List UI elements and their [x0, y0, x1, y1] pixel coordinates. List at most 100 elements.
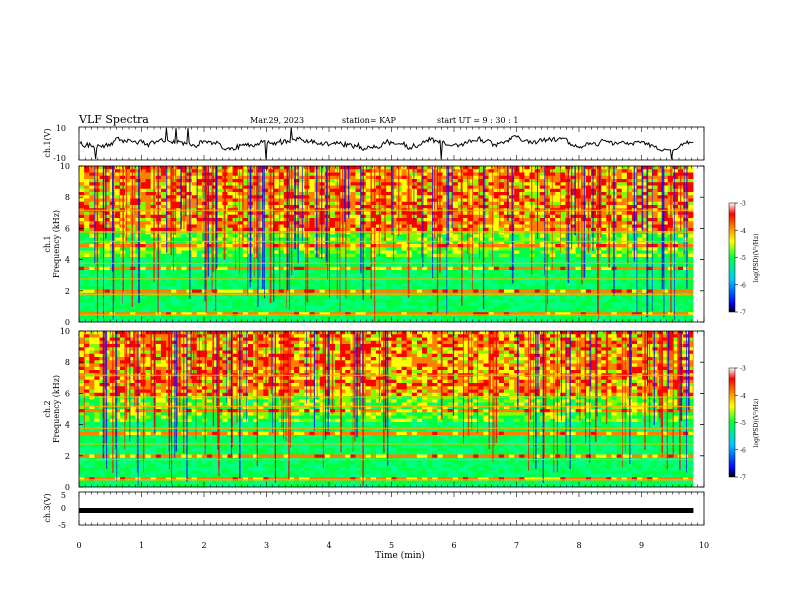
spectrogram-cell [672, 273, 679, 277]
spectrogram-cell [375, 286, 382, 290]
spectrogram-cell [416, 198, 423, 203]
spectrogram-cell [652, 205, 658, 209]
spectrogram-cell [688, 276, 694, 281]
spectrogram-cell [355, 172, 361, 177]
spectrogram-cell [483, 260, 489, 264]
spectrogram-cell [206, 224, 213, 229]
spectrogram-cell [273, 179, 279, 183]
spectrogram-cell [488, 192, 494, 196]
spectrogram-cell [140, 221, 146, 225]
spectrogram-cell [89, 227, 95, 232]
spectrogram-cell [227, 270, 233, 274]
spectrogram-cell [683, 224, 689, 229]
spectrogram-cell [652, 257, 658, 261]
spectrogram-cell [498, 279, 505, 284]
spectrogram-cell [427, 283, 433, 287]
spectrogram-cell [416, 234, 423, 238]
spectrogram-cell [519, 250, 525, 255]
spectrogram-cell [519, 237, 525, 242]
spectrogram-cell [683, 234, 689, 238]
spectrogram-cell [365, 175, 372, 180]
spectrogram-cell [206, 276, 213, 281]
spectrogram-cell [160, 179, 167, 183]
spectrogram-cell [462, 179, 469, 183]
spectrogram-cell [278, 179, 285, 183]
spectrogram-cell [350, 172, 356, 177]
spectrogram-cell [519, 283, 525, 287]
spectrogram-cell [125, 166, 131, 170]
spectrogram-cell [519, 231, 525, 235]
spectrogram-cell [488, 237, 494, 242]
spectrogram-cell [89, 224, 95, 229]
spectrogram-cell [340, 263, 346, 268]
spectrogram-cell [514, 266, 520, 271]
spectrogram-cell [135, 182, 141, 186]
spectrogram-cell [483, 286, 489, 290]
spectrogram-cell [212, 276, 218, 281]
spectrogram-cell [442, 283, 448, 287]
spectrogram-cell [319, 263, 326, 268]
spectrogram-cell [657, 205, 663, 209]
spectrogram-cell [570, 286, 576, 290]
spectrogram-cell [196, 237, 203, 242]
spectrogram-cell [616, 201, 622, 206]
spectrogram-cell [160, 289, 167, 294]
spectrogram-cell [637, 234, 643, 238]
spectrogram-cell [657, 279, 663, 284]
spectrogram-cell [478, 234, 484, 238]
spectrogram-cell [601, 175, 607, 180]
spectrogram-cell [442, 205, 448, 209]
spectrogram-cell [278, 205, 285, 209]
spectrogram-cell [411, 247, 418, 251]
spectrogram-cell [114, 286, 121, 290]
spectrogram-cell [478, 266, 484, 271]
spectrogram-cell [212, 195, 218, 199]
spectrogram-cell [135, 247, 141, 251]
spectrogram-cell [560, 296, 566, 300]
spectrogram-cell [273, 286, 279, 290]
spectrogram-cell [580, 263, 587, 268]
spectrogram-cell [411, 166, 418, 170]
spectrogram-cell [309, 253, 315, 258]
spectrogram-cell [560, 231, 566, 235]
spectrogram-cell [212, 247, 218, 251]
spectrogram-cell [442, 260, 448, 264]
spectrogram-cell [411, 273, 418, 277]
spectrogram-cell [145, 221, 151, 225]
spectrogram-cell [416, 247, 423, 251]
spectrogram-cell [447, 270, 454, 274]
spectrogram-cell [212, 198, 218, 203]
spectrogram-cell [135, 263, 141, 268]
spectrogram-cell [375, 270, 382, 274]
spectrogram-cell [468, 211, 474, 216]
spectrogram-cell [637, 221, 643, 225]
spectrogram-cell [570, 211, 576, 216]
spectrogram-cell [683, 188, 689, 193]
spectrogram-cell [150, 289, 157, 294]
spectrogram-cell [478, 227, 484, 232]
spectrogram-cell [212, 283, 218, 287]
spectrogram-cell [319, 279, 326, 284]
spectrogram-cell [452, 201, 459, 206]
spectrogram-cell [493, 257, 500, 261]
spectrogram-cell [375, 247, 382, 251]
spectrogram-cell [309, 218, 315, 222]
spectrogram-cell [381, 205, 387, 209]
spectrogram-cell [125, 279, 131, 284]
spectrogram-cell [196, 283, 203, 287]
spectrogram-cell [539, 260, 546, 264]
spectrogram-cell [309, 224, 315, 229]
spectrogram-cell [89, 263, 95, 268]
spectrogram-cell [401, 266, 407, 271]
spectrogram-cell [212, 250, 218, 255]
spectrogram-cell [493, 218, 500, 222]
spectrogram-cell [160, 169, 167, 173]
spectrogram-cell [232, 279, 239, 284]
spectrogram-cell [99, 299, 105, 303]
spectrogram-cell [442, 214, 448, 219]
spectrogram-cell [514, 260, 520, 264]
spectrogram-cell [637, 260, 643, 264]
spectrogram-cell [672, 201, 679, 206]
spectrogram-cell [483, 270, 489, 274]
spectrogram-cell [125, 234, 131, 238]
